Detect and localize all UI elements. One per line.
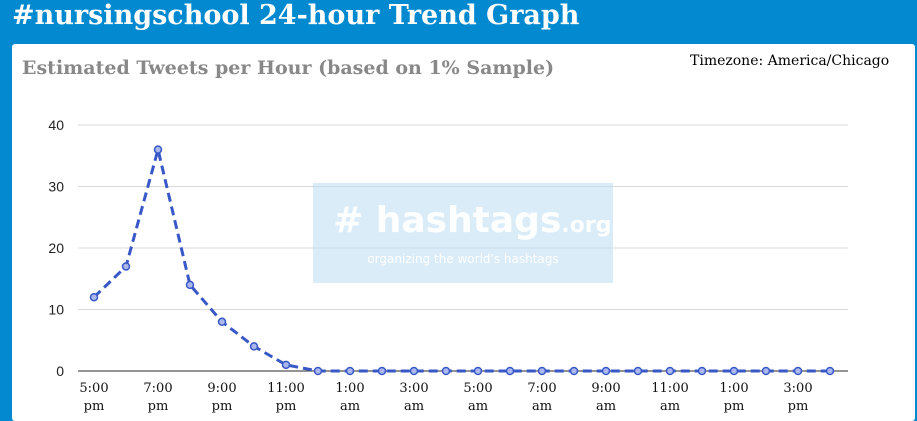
timezone-label: Timezone: America/Chicago xyxy=(690,53,890,69)
x-tick-label: 11:00 xyxy=(267,381,304,396)
data-point xyxy=(409,366,419,376)
x-tick-label: 9:00 xyxy=(207,381,236,396)
x-tick-label: am xyxy=(340,399,360,414)
data-point xyxy=(313,366,323,376)
data-point xyxy=(537,366,547,376)
x-axis-ticks: 5:00 pm 7:00 pm 9:00 pm 11:00 pm 1:00 am 3:00 am 5:0… xyxy=(79,381,812,414)
watermark: # hashtags.org organizing the world's ha… xyxy=(313,183,613,283)
data-point xyxy=(505,366,515,376)
x-tick-label: pm xyxy=(276,399,297,414)
data-point xyxy=(825,366,835,376)
x-tick-label: pm xyxy=(212,399,233,414)
header-bar: #nursingschool 24-hour Trend Graph xyxy=(0,0,917,40)
x-tick-label: am xyxy=(532,399,552,414)
data-point xyxy=(281,360,291,370)
series-points xyxy=(89,145,835,376)
y-tick-label: 40 xyxy=(48,117,64,133)
x-tick-label: 1:00 xyxy=(335,381,364,396)
x-tick-label: 9:00 xyxy=(591,381,620,396)
data-point xyxy=(153,145,163,154)
data-point xyxy=(793,366,803,376)
x-tick-label: 5:00 xyxy=(79,381,108,396)
data-point xyxy=(345,366,355,376)
y-tick-label: 10 xyxy=(48,302,64,318)
x-tick-label: 3:00 xyxy=(783,381,812,396)
y-axis-ticks: 0 10 20 30 40 xyxy=(48,117,64,379)
x-tick-label: pm xyxy=(788,399,809,414)
data-point xyxy=(601,366,611,376)
data-point xyxy=(665,366,675,376)
data-point xyxy=(569,366,579,376)
data-point xyxy=(377,366,387,376)
page-title: #nursingschool 24-hour Trend Graph xyxy=(12,0,580,31)
watermark-brand: # hashtags.org xyxy=(333,200,611,241)
data-point xyxy=(633,366,643,376)
data-point xyxy=(697,366,707,376)
x-tick-label: am xyxy=(468,399,488,414)
watermark-tagline: organizing the world's hashtags xyxy=(367,252,558,266)
data-point xyxy=(121,262,131,271)
watermark-box xyxy=(313,183,613,283)
x-tick-label: pm xyxy=(724,399,745,414)
y-tick-label: 30 xyxy=(48,179,64,195)
data-point xyxy=(249,342,259,351)
data-point xyxy=(217,317,227,327)
x-tick-label: pm xyxy=(148,399,169,414)
x-tick-label: 1:00 xyxy=(719,381,748,396)
x-tick-label: 7:00 xyxy=(143,381,172,396)
data-point xyxy=(441,366,451,376)
x-tick-label: 5:00 xyxy=(463,381,492,396)
data-point xyxy=(185,280,195,290)
data-point xyxy=(729,366,739,376)
x-tick-label: am xyxy=(660,399,680,414)
series-line xyxy=(92,149,830,373)
y-tick-label: 20 xyxy=(48,240,64,256)
x-tick-label: am xyxy=(596,399,616,414)
data-point xyxy=(473,366,483,376)
chart-title: Estimated Tweets per Hour (based on 1% S… xyxy=(22,57,555,79)
x-tick-label: am xyxy=(404,399,424,414)
x-tick-label: 11:00 xyxy=(651,381,688,396)
x-tick-label: 3:00 xyxy=(399,381,428,396)
data-point xyxy=(761,366,771,376)
x-tick-label: 7:00 xyxy=(527,381,556,396)
y-tick-label: 0 xyxy=(56,363,64,379)
x-tick-label: pm xyxy=(84,399,105,414)
data-point xyxy=(89,292,99,302)
